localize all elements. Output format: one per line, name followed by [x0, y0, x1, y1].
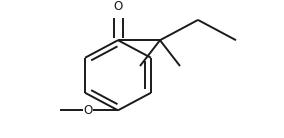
Text: O: O	[83, 104, 93, 117]
Text: O: O	[113, 0, 123, 14]
